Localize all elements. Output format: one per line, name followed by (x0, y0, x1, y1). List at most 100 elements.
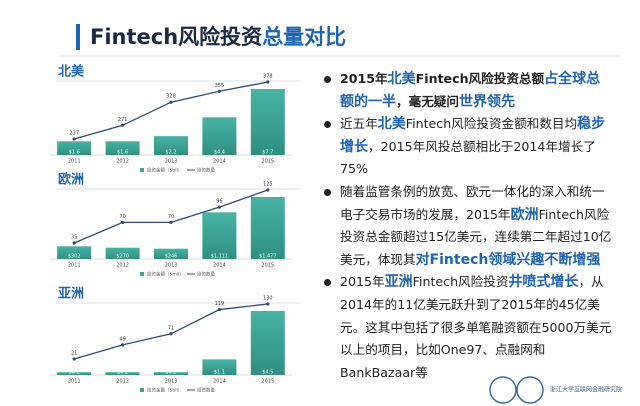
bar-value-label: $270 (116, 254, 129, 260)
chart-title: 北美 (58, 64, 85, 80)
legend-label: 投资金额（$bil） (147, 387, 182, 394)
bullet-text: ，毫无疑问 (396, 93, 459, 109)
bar-value-label: $0.2 (117, 370, 128, 376)
x-tick-label: 2012 (116, 159, 129, 165)
legend-label: 投资数量 (197, 271, 215, 278)
x-tick-label: 2013 (165, 159, 178, 165)
x-tick-label: 2015 (261, 263, 274, 269)
bullet-text: 世界领先 (458, 93, 515, 110)
bullet-list: 2015年北美Fintech风险投资总额占全球总额的一半，毫无疑问世界领先 近五年… (322, 68, 614, 384)
bar-value-label: $302 (68, 254, 81, 260)
bullet-text: Fintech风险投资金额和数目均 (405, 116, 578, 132)
bullet: 2015年亚洲Fintech风险投资井喷式增长，从2014年的11亿美元跃升到了… (322, 271, 614, 384)
line-value-label: 70 (119, 214, 125, 220)
line-value-label: 71 (168, 325, 174, 331)
logo-text: 浙江大学互联网金融研究院 (550, 386, 622, 394)
bar (105, 141, 140, 155)
bullet-text: 北美 (387, 71, 416, 87)
x-tick-label: 2013 (165, 263, 178, 269)
bar-value-label: $4.5 (262, 370, 273, 376)
x-tick-label: 2012 (116, 263, 129, 269)
line-point (266, 188, 270, 192)
bullet-text: 井喷式增长 (508, 274, 579, 291)
bar-value-label: $4.4 (214, 150, 225, 156)
x-tick-label: 2014 (213, 159, 226, 165)
bar-value-label: $246 (165, 254, 178, 260)
line-value-label: 49 (119, 336, 125, 342)
line-point (217, 205, 221, 209)
x-tick-label: 2014 (213, 379, 226, 385)
bar (154, 372, 188, 375)
bullet: 随着监管条例的放宽、欧元一体化的深入和统一电子交易市场的发展，2015年欧洲Fi… (322, 181, 614, 271)
x-tick-label: 2013 (165, 379, 178, 385)
legend-label: 投资金额（$bil） (147, 167, 182, 174)
bar-value-label: $1,111 (211, 254, 229, 260)
line-value-label: 35 (71, 235, 77, 241)
title-part: Fintech风险投资 (90, 25, 262, 49)
bar-value-label: $1.6 (69, 150, 80, 156)
bullet-text: 北美 (377, 116, 406, 133)
logo-mark (516, 376, 544, 404)
bar (57, 246, 92, 259)
line-series (74, 81, 268, 140)
logo-mark (489, 376, 517, 404)
line-point (169, 100, 173, 104)
line-point (169, 220, 173, 224)
line-series (74, 303, 268, 360)
x-tick-label: 2015 (261, 159, 274, 165)
bullet-text: 2015年 (340, 71, 388, 86)
x-tick-label: 2012 (116, 379, 129, 385)
bullet-text: 亚洲 (384, 274, 413, 291)
bullet-text: ，2015年风投总额相比于2014年增长了75% (340, 138, 596, 177)
bullet: 近五年北美Fintech风险投资金额和数目均稳步增长，2015年风投总额相比于2… (322, 113, 614, 181)
bar (202, 359, 237, 375)
bar (57, 372, 92, 375)
legend-label: 投资金额（$mil） (147, 271, 184, 278)
bullet-text: 随着监管条例的放宽、欧元一体化的深入和统一电子交易市场的发展，2015年 (340, 183, 605, 222)
line-value-label: 21 (71, 351, 77, 357)
title-accent (76, 24, 80, 50)
bar-value-label: $1.6 (117, 150, 128, 156)
line-point (266, 302, 270, 306)
line-value-label: 271 (118, 117, 128, 123)
bullet-text: 稳步增长 (340, 116, 606, 155)
line-value-label: 119 (215, 301, 225, 307)
line-value-label: 70 (168, 214, 174, 220)
line-point (217, 307, 221, 312)
bullet-text: ，从2014年的11亿美元跃升到了2015年的45亿美元。这其中包括了很多单笔融… (340, 274, 612, 380)
line-point (72, 357, 76, 361)
bullet-text: 对Fintech领域兴趣不断增强 (415, 251, 601, 268)
line-point (121, 343, 125, 347)
bullet-text: Fintech风险投资 (412, 274, 509, 290)
legend-swatch (140, 388, 144, 392)
line-value-label: 130 (263, 296, 273, 302)
bar (250, 311, 285, 375)
bar-value-label: $1,477 (259, 254, 277, 260)
legend-swatch (140, 168, 144, 172)
bullet-text: 占全球总额的一半 (340, 71, 601, 110)
line-value-label: 237 (69, 131, 79, 137)
legend-label: 投资数量 (197, 167, 215, 174)
bar (202, 212, 237, 259)
chart-title: 亚洲 (58, 287, 84, 302)
bar (250, 197, 285, 259)
line-value-label: 125 (263, 182, 273, 188)
bar (105, 247, 140, 259)
bar (105, 372, 140, 375)
bar (154, 136, 188, 155)
bar (202, 117, 237, 155)
bar (250, 89, 285, 155)
line-point (217, 89, 221, 93)
bar-value-label: $0.2 (69, 370, 80, 376)
bullet-text: 2015年 (340, 274, 385, 290)
bullet: 2015年北美Fintech风险投资总额占全球总额的一半，毫无疑问世界领先 (322, 68, 614, 113)
line-value-label: 96 (216, 199, 222, 205)
legend-label: 投资数量 (197, 387, 215, 394)
line-point (121, 220, 125, 224)
bar-value-label: $1.1 (214, 370, 225, 376)
line-point (169, 332, 173, 336)
bullet-text: Fintech风险投资总额 (415, 71, 545, 86)
line-value-label: 355 (215, 83, 225, 89)
x-tick-label: 2015 (261, 379, 274, 385)
